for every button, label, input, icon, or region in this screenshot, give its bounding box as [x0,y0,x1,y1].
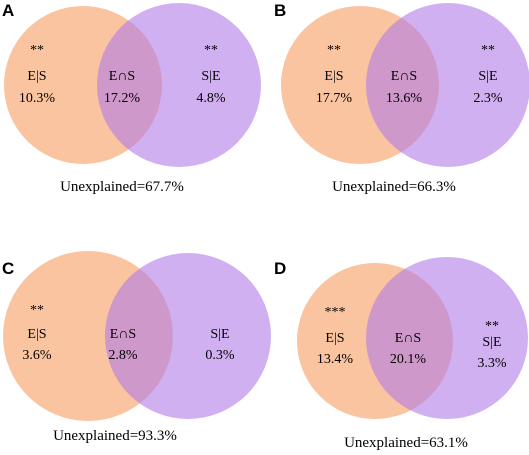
right-label: S|E [482,335,501,350]
right-label: S|E [201,69,220,84]
left-label: E|S [27,327,46,342]
middle-label: E∩S [395,331,421,346]
unexplained-label: Unexplained=63.1% [344,435,468,451]
panel-b: B ** E|S 17.7% E∩S 13.6% ** S|E 2.3% Une… [274,1,529,195]
unexplained-label: Unexplained=66.3% [332,179,456,195]
middle-value: 13.6% [386,91,423,106]
panel-c: C ** E|S 3.6% E∩S 2.8% S|E 0.3% Unexplai… [2,251,271,444]
panel-label-b: B [274,1,286,20]
left-stars: *** [325,305,346,320]
left-label: E|S [325,331,344,346]
right-label: S|E [478,69,497,84]
left-value: 3.6% [22,348,52,363]
circle-s [366,257,528,419]
panel-label-a: A [2,1,14,20]
right-stars: ** [204,43,218,58]
left-value: 13.4% [317,352,354,367]
middle-label: E∩S [391,69,417,84]
panel-label-d: D [274,259,286,278]
right-label: S|E [210,327,229,342]
panel-d: D *** E|S 13.4% E∩S 20.1% ** S|E 3.3% Un… [274,257,528,451]
right-value: 2.3% [473,91,503,106]
left-stars: ** [30,43,44,58]
unexplained-label: Unexplained=67.7% [60,179,184,195]
left-stars: ** [30,303,44,318]
middle-value: 2.8% [108,348,138,363]
left-stars: ** [327,43,341,58]
middle-value: 20.1% [390,352,427,367]
left-value: 10.3% [19,91,56,106]
left-label: E|S [27,69,46,84]
panel-label-c: C [2,259,14,278]
left-value: 17.7% [316,91,353,106]
right-value: 3.3% [477,356,507,371]
left-label: E|S [324,69,343,84]
middle-value: 17.2% [104,91,141,106]
middle-label: E∩S [109,69,135,84]
circle-s [366,3,529,167]
right-value: 4.8% [196,91,226,106]
middle-label: E∩S [110,327,136,342]
right-stars: ** [485,319,499,334]
right-stars: ** [481,43,495,58]
circle-s [97,3,261,167]
panel-a: A ** E|S 10.3% E∩S 17.2% ** S|E 4.8% Une… [2,1,261,195]
unexplained-label: Unexplained=93.3% [53,428,177,444]
right-value: 0.3% [205,348,235,363]
circle-s [105,253,271,419]
